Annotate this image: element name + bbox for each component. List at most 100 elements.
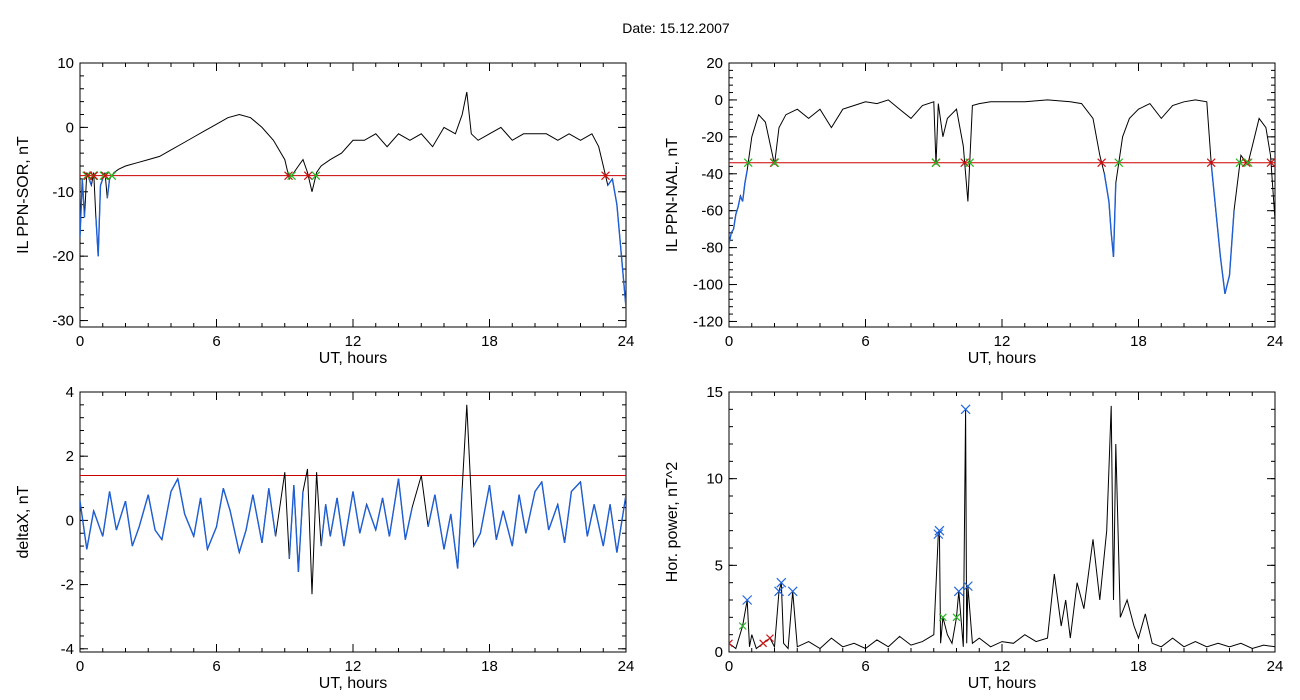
ppn-nal-event-segment <box>732 214 737 230</box>
deltax-event-segment <box>184 513 195 537</box>
ppn-sor-event-segment <box>607 178 613 186</box>
ppn-nal-xtick-label-0: 0 <box>725 333 733 350</box>
ppn-nal-crossing-marker <box>1235 158 1245 168</box>
deltax-event-segment <box>450 513 459 569</box>
deltax-event-segment <box>320 504 327 547</box>
deltax-xtick-label-1: 6 <box>212 658 220 675</box>
hor-power-ytick-label-3: 15 <box>706 384 723 401</box>
ppn-nal-crossing-marker-b <box>770 158 780 168</box>
hor-power-peak-marker <box>953 586 964 597</box>
deltax-event-segment <box>479 484 491 534</box>
ppn-sor-crossing-marker <box>82 171 92 181</box>
ppn-sor-event-segment <box>99 178 104 186</box>
deltax-event-segment <box>427 494 436 527</box>
ppn-sor-crossing-marker-b <box>89 171 99 181</box>
hor-power-peak-marker <box>938 613 947 622</box>
ppn-sor-crossing-marker-b <box>287 171 296 181</box>
ppn-nal-crossing-marker-b <box>1235 158 1245 168</box>
hor-power-peak-marker-b <box>934 525 945 536</box>
hor-power-peak-marker-b <box>962 581 973 592</box>
ppn-sor-event-segment <box>97 185 102 257</box>
ppn-nal-crossing-marker-b <box>931 158 941 168</box>
ppn-sor-crossing-marker-b <box>303 171 313 181</box>
ppn-nal-xtick-label-1: 6 <box>861 333 869 350</box>
ppn-nal-event-segment <box>1219 256 1226 294</box>
deltax-event-segment <box>434 494 445 550</box>
deltax-event-segment <box>541 481 550 531</box>
ppn-sor-ytick-label-4: 10 <box>57 55 74 72</box>
deltax-event-segment <box>154 529 163 541</box>
ppn-sor-event-segment <box>620 256 626 308</box>
ppn-sor-crossing-marker <box>287 171 296 181</box>
ppn-nal-event-segment <box>1210 164 1217 211</box>
deltax-event-segment <box>375 497 384 531</box>
hor-power-plot-area <box>729 404 1275 650</box>
ppn-sor-event-segment <box>611 178 618 205</box>
ppn-nal-crossing-marker <box>1114 158 1124 168</box>
ppn-nal-crossing-marker-b <box>1114 158 1124 168</box>
deltax-event-segment <box>388 478 400 537</box>
ppn-sor-plot-area <box>80 91 626 308</box>
deltax-event-segment <box>502 510 513 547</box>
ppn-nal-plot-area <box>729 99 1275 294</box>
deltax-event-segment <box>557 504 566 543</box>
hor-power-peak-marker-b <box>729 639 733 645</box>
ppn-nal-event-segment <box>1108 201 1112 233</box>
deltax-event-segment <box>92 510 104 537</box>
deltax-event-segment <box>602 504 611 547</box>
ppn-nal-ytick-label-3: -60 <box>701 203 723 220</box>
hor-power-series-line <box>729 405 1275 650</box>
ppn-nal-crossing-marker <box>931 158 941 168</box>
ppn-sor-event-segment <box>106 178 111 199</box>
deltax-event-segment <box>397 478 407 540</box>
figure-title: Date: 15.12.2007 <box>622 20 730 36</box>
deltax-event-segment <box>193 497 202 537</box>
ppn-sor-crossing-marker <box>303 171 313 181</box>
deltax-event-segment <box>222 488 231 511</box>
deltax-event-segment <box>261 488 270 543</box>
ppn-nal-crossing-marker <box>743 158 753 168</box>
hor-power-peak-marker <box>960 404 971 415</box>
ppn-nal-event-segment <box>737 195 742 208</box>
ppn-nal-ytick-label-0: -120 <box>693 313 723 330</box>
deltax-event-segment <box>170 478 179 492</box>
ppn-sor-crossing-marker <box>100 171 110 181</box>
deltax-event-segment <box>86 510 95 550</box>
deltax-event-segment <box>359 504 368 534</box>
ppn-sor-crossing-marker-b <box>82 171 92 181</box>
hor-power-xtick-label-2: 12 <box>994 658 1011 675</box>
deltax-ytick-label-1: -2 <box>61 577 74 594</box>
hor-power-xtick-label-1: 6 <box>861 658 869 675</box>
ppn-nal-crossing-marker <box>770 158 780 168</box>
hor-power-peak-marker-b <box>776 577 787 588</box>
deltax-event-segment <box>293 485 300 572</box>
deltax-event-segment <box>563 491 573 543</box>
hor-power-peak-marker-b <box>742 595 753 605</box>
deltax-event-segment <box>593 504 604 547</box>
ppn-nal-event-segment <box>744 169 748 184</box>
deltax-ylabel: deltaX, nT <box>15 485 32 558</box>
ppn-sor-series-line <box>80 91 626 308</box>
deltax-event-segment <box>215 488 225 527</box>
hor-power-ylabel: Hor. power, nT^2 <box>664 462 681 583</box>
deltax-plot-area <box>80 404 626 595</box>
ppn-sor-event-segment <box>81 178 86 218</box>
deltax-event-segment <box>329 497 338 537</box>
deltax-ytick-label-2: 0 <box>66 512 74 529</box>
ppn-nal-crossing-marker-b <box>743 158 753 168</box>
ppn-sor-xtick-label-2: 12 <box>345 333 362 350</box>
ppn-nal-ytick-label-2: -80 <box>701 240 723 257</box>
ppn-sor-ytick-label-3: 0 <box>66 119 74 136</box>
hor-power-peak-marker-b <box>766 634 774 643</box>
hor-power-xtick-label-0: 0 <box>725 658 733 675</box>
hor-power-ytick-label-0: 0 <box>715 644 723 661</box>
ppn-nal-event-segment <box>1103 173 1110 202</box>
hor-power-peak-marker-b <box>787 586 798 597</box>
deltax-event-segment <box>352 491 361 534</box>
ppn-nal-ylabel: IL PPN-NAL, nT <box>664 138 681 252</box>
ppn-sor-xtick-label-4: 24 <box>618 333 635 350</box>
deltax-ytick-label-4: 4 <box>66 384 74 401</box>
deltax-event-segment <box>547 504 559 531</box>
ppn-nal-crossing-marker <box>1206 158 1216 168</box>
